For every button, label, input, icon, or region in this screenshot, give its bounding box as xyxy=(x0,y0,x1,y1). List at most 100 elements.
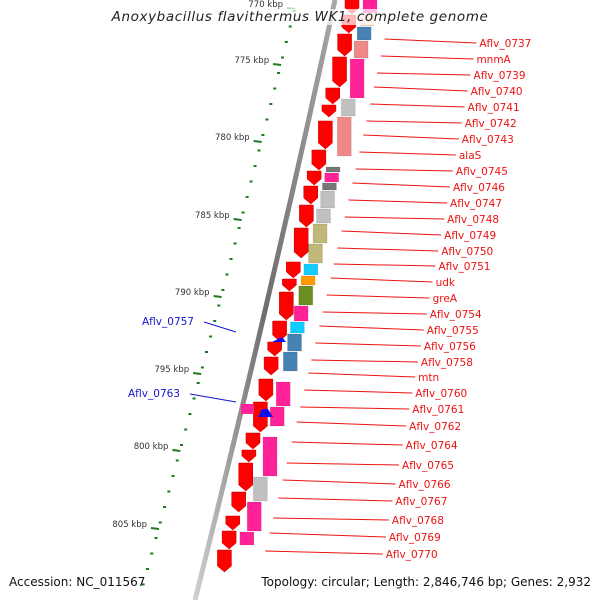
gene-label: Aflv_0754 xyxy=(430,309,482,321)
gene-label: Aflv_0737 xyxy=(479,38,531,50)
gene-label: mtn xyxy=(418,372,439,384)
tick-label: 785 kbp xyxy=(195,211,230,221)
forward-gene-arrow xyxy=(238,462,253,492)
cog-box xyxy=(282,351,298,372)
cog-box xyxy=(321,182,337,191)
forward-gene-arrow xyxy=(225,515,241,531)
genome-summary: Topology: circular; Length: 2,846,746 bp… xyxy=(261,575,591,589)
gene-label: Aflv_0741 xyxy=(468,102,520,114)
label-connector xyxy=(337,247,439,252)
forward-gene-arrow xyxy=(267,341,282,357)
forward-gene-arrow xyxy=(279,291,294,321)
scale-dot xyxy=(141,583,145,586)
cog-box xyxy=(349,58,365,99)
genome-backbone xyxy=(192,0,338,600)
scale-dot xyxy=(261,134,265,136)
label-connector xyxy=(359,151,456,156)
cog-box xyxy=(275,381,291,407)
scale-dot xyxy=(269,103,273,105)
label-connector xyxy=(319,325,424,331)
forward-gene-arrow xyxy=(286,261,301,279)
label-connector xyxy=(366,120,462,124)
cog-box xyxy=(356,26,372,41)
gene-label: greA xyxy=(433,293,458,305)
gene-label: Aflv_0740 xyxy=(471,86,523,98)
scale-dot xyxy=(225,273,229,276)
label-connector xyxy=(189,393,237,403)
cog-box xyxy=(239,531,255,546)
accession-text: Accession: NC_011567 xyxy=(9,575,146,589)
label-connector xyxy=(282,479,396,485)
gene-label: Aflv_0750 xyxy=(441,246,493,258)
forward-gene-arrow xyxy=(293,227,309,259)
forward-gene-arrow xyxy=(245,432,261,450)
reverse-gene-arrow xyxy=(258,409,273,417)
cog-box xyxy=(246,501,262,532)
label-connector xyxy=(348,199,448,204)
gene-label: Aflv_0769 xyxy=(389,532,441,544)
cog-box xyxy=(241,404,254,414)
cog-box xyxy=(325,166,341,173)
gene-label: Aflv_0739 xyxy=(474,70,526,82)
scale-dot xyxy=(273,87,277,90)
label-connector xyxy=(384,38,477,44)
scale-dot xyxy=(284,41,288,43)
cog-box xyxy=(300,275,316,286)
forward-gene-arrow xyxy=(221,530,237,550)
gene-label: Aflv_0761 xyxy=(412,404,464,416)
gene-label: Aflv_0748 xyxy=(447,214,499,226)
cog-box xyxy=(303,263,319,276)
label-connector xyxy=(370,103,465,108)
gene-label: Aflv_0749 xyxy=(444,230,496,242)
reverse-gene-arrow xyxy=(272,337,286,342)
cog-box xyxy=(262,436,278,477)
label-connector xyxy=(304,389,413,394)
cog-box xyxy=(336,116,352,157)
scale-dot xyxy=(213,320,217,322)
tick-label: 770 kbp xyxy=(248,0,283,10)
forward-gene-arrow xyxy=(299,204,314,228)
gene-label: Aflv_0768 xyxy=(392,515,444,527)
scale-dot xyxy=(196,382,200,384)
cog-box xyxy=(289,321,305,334)
scale-ticks: 770 kbp 775 kbp 780 kbp 785 kbp 790 kbp 795 k… xyxy=(112,0,296,586)
gene-label: Aflv_0766 xyxy=(399,479,451,491)
gene-label: mnmA xyxy=(476,54,511,66)
scale-dot xyxy=(217,304,221,307)
label-connector xyxy=(278,497,393,502)
label-connector xyxy=(311,359,418,363)
label-connectors xyxy=(189,38,477,555)
scale-dot xyxy=(257,149,261,152)
cog-box xyxy=(324,172,340,183)
cog-box xyxy=(293,305,309,322)
scale-dot xyxy=(277,72,281,74)
scale-dot xyxy=(229,258,233,260)
scale-dot xyxy=(221,289,225,291)
cog-box xyxy=(312,223,328,244)
label-connector xyxy=(363,134,459,140)
tick-label: 795 kbp xyxy=(154,365,189,375)
gene-label: Aflv_0742 xyxy=(465,118,517,130)
gene-label: Aflv_0770 xyxy=(386,549,438,561)
scale-dot xyxy=(209,335,213,338)
forward-gene-arrow xyxy=(332,56,347,88)
scale-dot xyxy=(145,568,149,570)
tick-label: 790 kbp xyxy=(175,288,210,298)
label-connector xyxy=(352,182,451,188)
forward-gene-arrow xyxy=(231,491,246,513)
label-connector xyxy=(344,216,445,220)
forward-gene-arrow xyxy=(318,120,333,150)
tick-label: 800 kbp xyxy=(134,442,169,452)
forward-gene-arrow xyxy=(282,278,297,292)
label-connector xyxy=(273,517,389,521)
scale-dot xyxy=(158,521,162,524)
gene-label: alaS xyxy=(459,150,482,162)
major-tick xyxy=(150,527,160,530)
label-connector xyxy=(355,168,453,172)
scale-dot xyxy=(265,118,269,121)
scale-dot xyxy=(288,25,292,28)
scale-dot xyxy=(241,211,245,214)
scale-dot xyxy=(180,444,184,446)
cog-box xyxy=(252,476,268,502)
scale-dot xyxy=(150,552,154,555)
